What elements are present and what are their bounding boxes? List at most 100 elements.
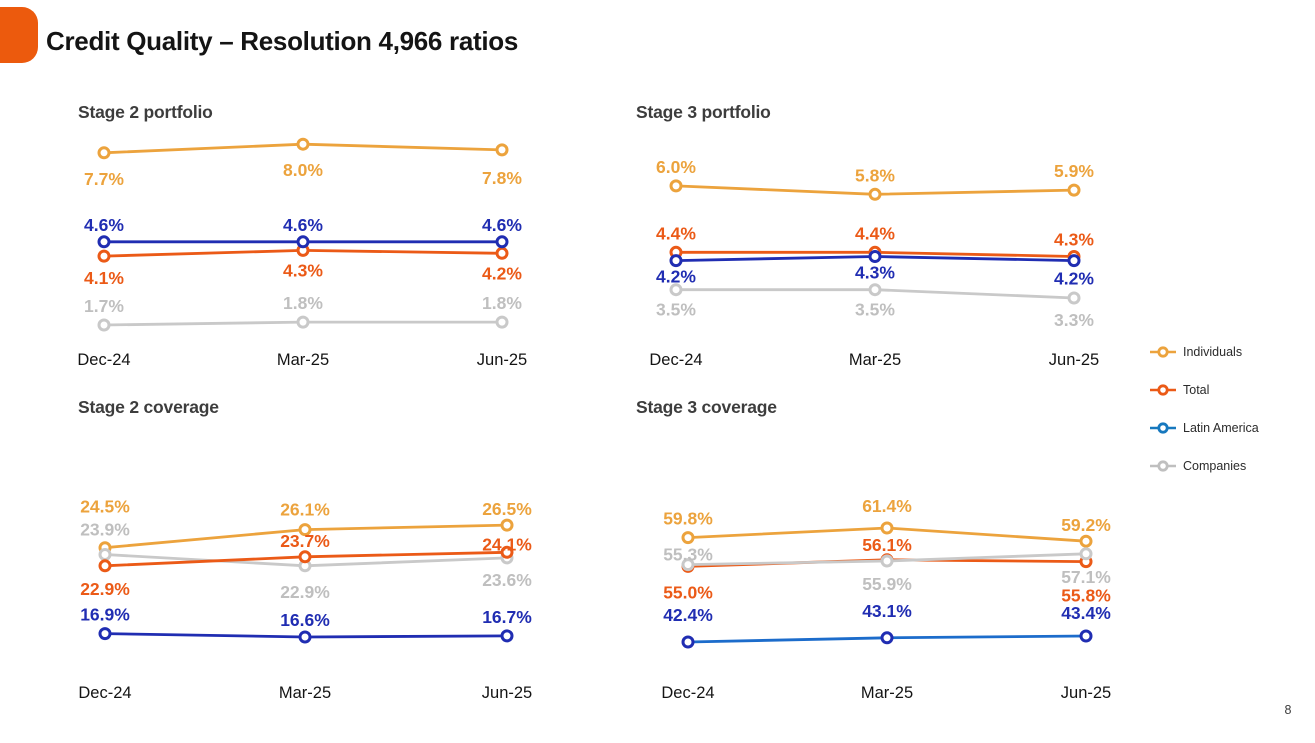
value-label-total: 4.4% xyxy=(656,223,696,243)
value-label-latin-america: 43.4% xyxy=(1061,603,1111,623)
value-label-companies: 23.6% xyxy=(482,570,532,590)
marker-individuals xyxy=(495,143,509,157)
value-label-total: 55.8% xyxy=(1061,586,1111,606)
value-label-companies: 3.5% xyxy=(855,300,895,320)
marker-individuals xyxy=(1067,183,1081,197)
x-axis-label: Dec-24 xyxy=(77,351,130,369)
marker-latin-america xyxy=(681,635,695,649)
marker-latin-america xyxy=(1067,254,1081,268)
x-axis-label: Jun-25 xyxy=(1049,351,1099,369)
marker-individuals xyxy=(868,187,882,201)
chart-title-stage3-coverage: Stage 3 coverage xyxy=(636,397,777,417)
chart-stage3-coverage: Stage 3 coverage 59.8% 61.4% 59.2% 55.0% 56.… xyxy=(618,395,1123,707)
marker-companies xyxy=(296,315,310,329)
stage2-portfolio-plot: 7.7% 8.0% 7.8% 1.7% 1.8% 1.8% 4.1% 4.3% 4.2% 4.6%… xyxy=(77,137,527,369)
brand-accent-tab xyxy=(0,7,38,63)
marker-latin-america xyxy=(500,629,514,643)
value-label-companies: 1.7% xyxy=(84,296,124,316)
value-label-companies: 3.5% xyxy=(656,300,696,320)
value-label-total: 56.1% xyxy=(862,535,912,555)
marker-latin-america xyxy=(296,235,310,249)
marker-individuals xyxy=(669,179,683,193)
marker-companies xyxy=(1067,291,1081,305)
value-label-total: 24.1% xyxy=(482,534,532,554)
x-axis-label: Jun-25 xyxy=(482,684,532,702)
legend-marker-individuals-icon xyxy=(1150,346,1176,358)
value-label-individuals: 7.8% xyxy=(482,168,522,188)
value-label-total: 22.9% xyxy=(80,579,130,599)
value-label-total: 4.4% xyxy=(855,223,895,243)
value-label-latin-america: 4.6% xyxy=(84,215,124,235)
legend-label-total: Total xyxy=(1183,383,1210,397)
page-number: 8 xyxy=(1284,703,1292,717)
value-label-total: 4.3% xyxy=(1054,230,1094,250)
x-axis-label: Mar-25 xyxy=(849,351,901,369)
marker-latin-america xyxy=(97,235,111,249)
chart-title-stage2-coverage: Stage 2 coverage xyxy=(78,397,219,417)
value-label-latin-america: 42.4% xyxy=(663,605,713,625)
value-label-individuals: 24.5% xyxy=(80,497,130,517)
x-axis-label: Dec-24 xyxy=(661,684,714,702)
legend-marker-total-icon xyxy=(1150,384,1176,396)
marker-latin-america xyxy=(495,235,509,249)
marker-total xyxy=(298,550,312,564)
value-label-latin-america: 4.2% xyxy=(656,267,696,287)
value-label-total: 4.1% xyxy=(84,268,124,288)
value-label-companies: 57.1% xyxy=(1061,567,1111,587)
value-label-total: 4.3% xyxy=(283,260,323,280)
legend-marker-latin-america-icon xyxy=(1150,422,1176,434)
marker-latin-america xyxy=(880,631,894,645)
value-label-latin-america: 16.6% xyxy=(280,610,330,630)
value-label-individuals: 61.4% xyxy=(862,496,912,516)
slide-title: Credit Quality – Resolution 4,966 ratios xyxy=(46,26,519,56)
marker-companies xyxy=(495,315,509,329)
legend-marker-companies-icon xyxy=(1150,460,1176,472)
value-label-total: 55.0% xyxy=(663,582,713,602)
marker-latin-america xyxy=(669,254,683,268)
legend-item-individuals: Individuals xyxy=(1150,345,1259,359)
value-label-latin-america: 4.2% xyxy=(1054,269,1094,289)
marker-companies xyxy=(669,283,683,297)
value-label-latin-america: 4.3% xyxy=(855,263,895,283)
value-label-individuals: 26.1% xyxy=(280,500,330,520)
value-label-latin-america: 43.1% xyxy=(862,601,912,621)
marker-companies xyxy=(97,318,111,332)
value-label-total: 4.2% xyxy=(482,263,522,283)
value-label-individuals: 59.8% xyxy=(663,509,713,529)
chart-stage3-portfolio: Stage 3 portfolio 6.0% 5.8% 5.9% 3.5% 3.5% 3.… xyxy=(618,100,1123,380)
legend-label-latin-america: Latin America xyxy=(1183,421,1259,435)
value-label-latin-america: 4.6% xyxy=(482,215,522,235)
value-label-companies: 22.9% xyxy=(280,582,330,602)
marker-individuals xyxy=(97,146,111,160)
marker-individuals xyxy=(500,518,514,532)
stage2-coverage-plot: 24.5% 26.1% 26.5% 23.9% 22.9% 23.6% 22.9% 23.7%… xyxy=(78,497,532,702)
marker-individuals xyxy=(880,521,894,535)
value-label-companies: 3.3% xyxy=(1054,310,1094,330)
marker-companies xyxy=(868,283,882,297)
x-axis-label: Mar-25 xyxy=(279,684,331,702)
marker-total xyxy=(98,559,112,573)
value-label-latin-america: 16.9% xyxy=(80,605,130,625)
value-label-companies: 1.8% xyxy=(283,293,323,313)
marker-latin-america xyxy=(98,627,112,641)
value-label-latin-america: 16.7% xyxy=(482,607,532,627)
marker-companies xyxy=(880,554,894,568)
legend-item-latin-america: Latin America xyxy=(1150,421,1259,435)
legend-label-companies: Companies xyxy=(1183,459,1247,473)
marker-total xyxy=(495,246,509,260)
value-label-individuals: 59.2% xyxy=(1061,515,1111,535)
stage3-coverage-plot: 59.8% 61.4% 59.2% 55.0% 56.1% 55.8% 55.3% 55.9%… xyxy=(661,496,1111,702)
value-label-companies: 55.3% xyxy=(663,545,713,565)
legend-item-total: Total xyxy=(1150,383,1259,397)
marker-total xyxy=(97,249,111,263)
marker-individuals xyxy=(298,523,312,537)
value-label-companies: 55.9% xyxy=(862,574,912,594)
marker-latin-america xyxy=(298,630,312,644)
legend-label-individuals: Individuals xyxy=(1183,345,1243,359)
marker-latin-america xyxy=(1079,629,1093,643)
value-label-individuals: 8.0% xyxy=(283,160,323,180)
marker-individuals xyxy=(1079,534,1093,548)
value-label-total: 23.7% xyxy=(280,531,330,551)
marker-companies xyxy=(1079,547,1093,561)
chart-title-stage2-portfolio: Stage 2 portfolio xyxy=(78,102,213,122)
